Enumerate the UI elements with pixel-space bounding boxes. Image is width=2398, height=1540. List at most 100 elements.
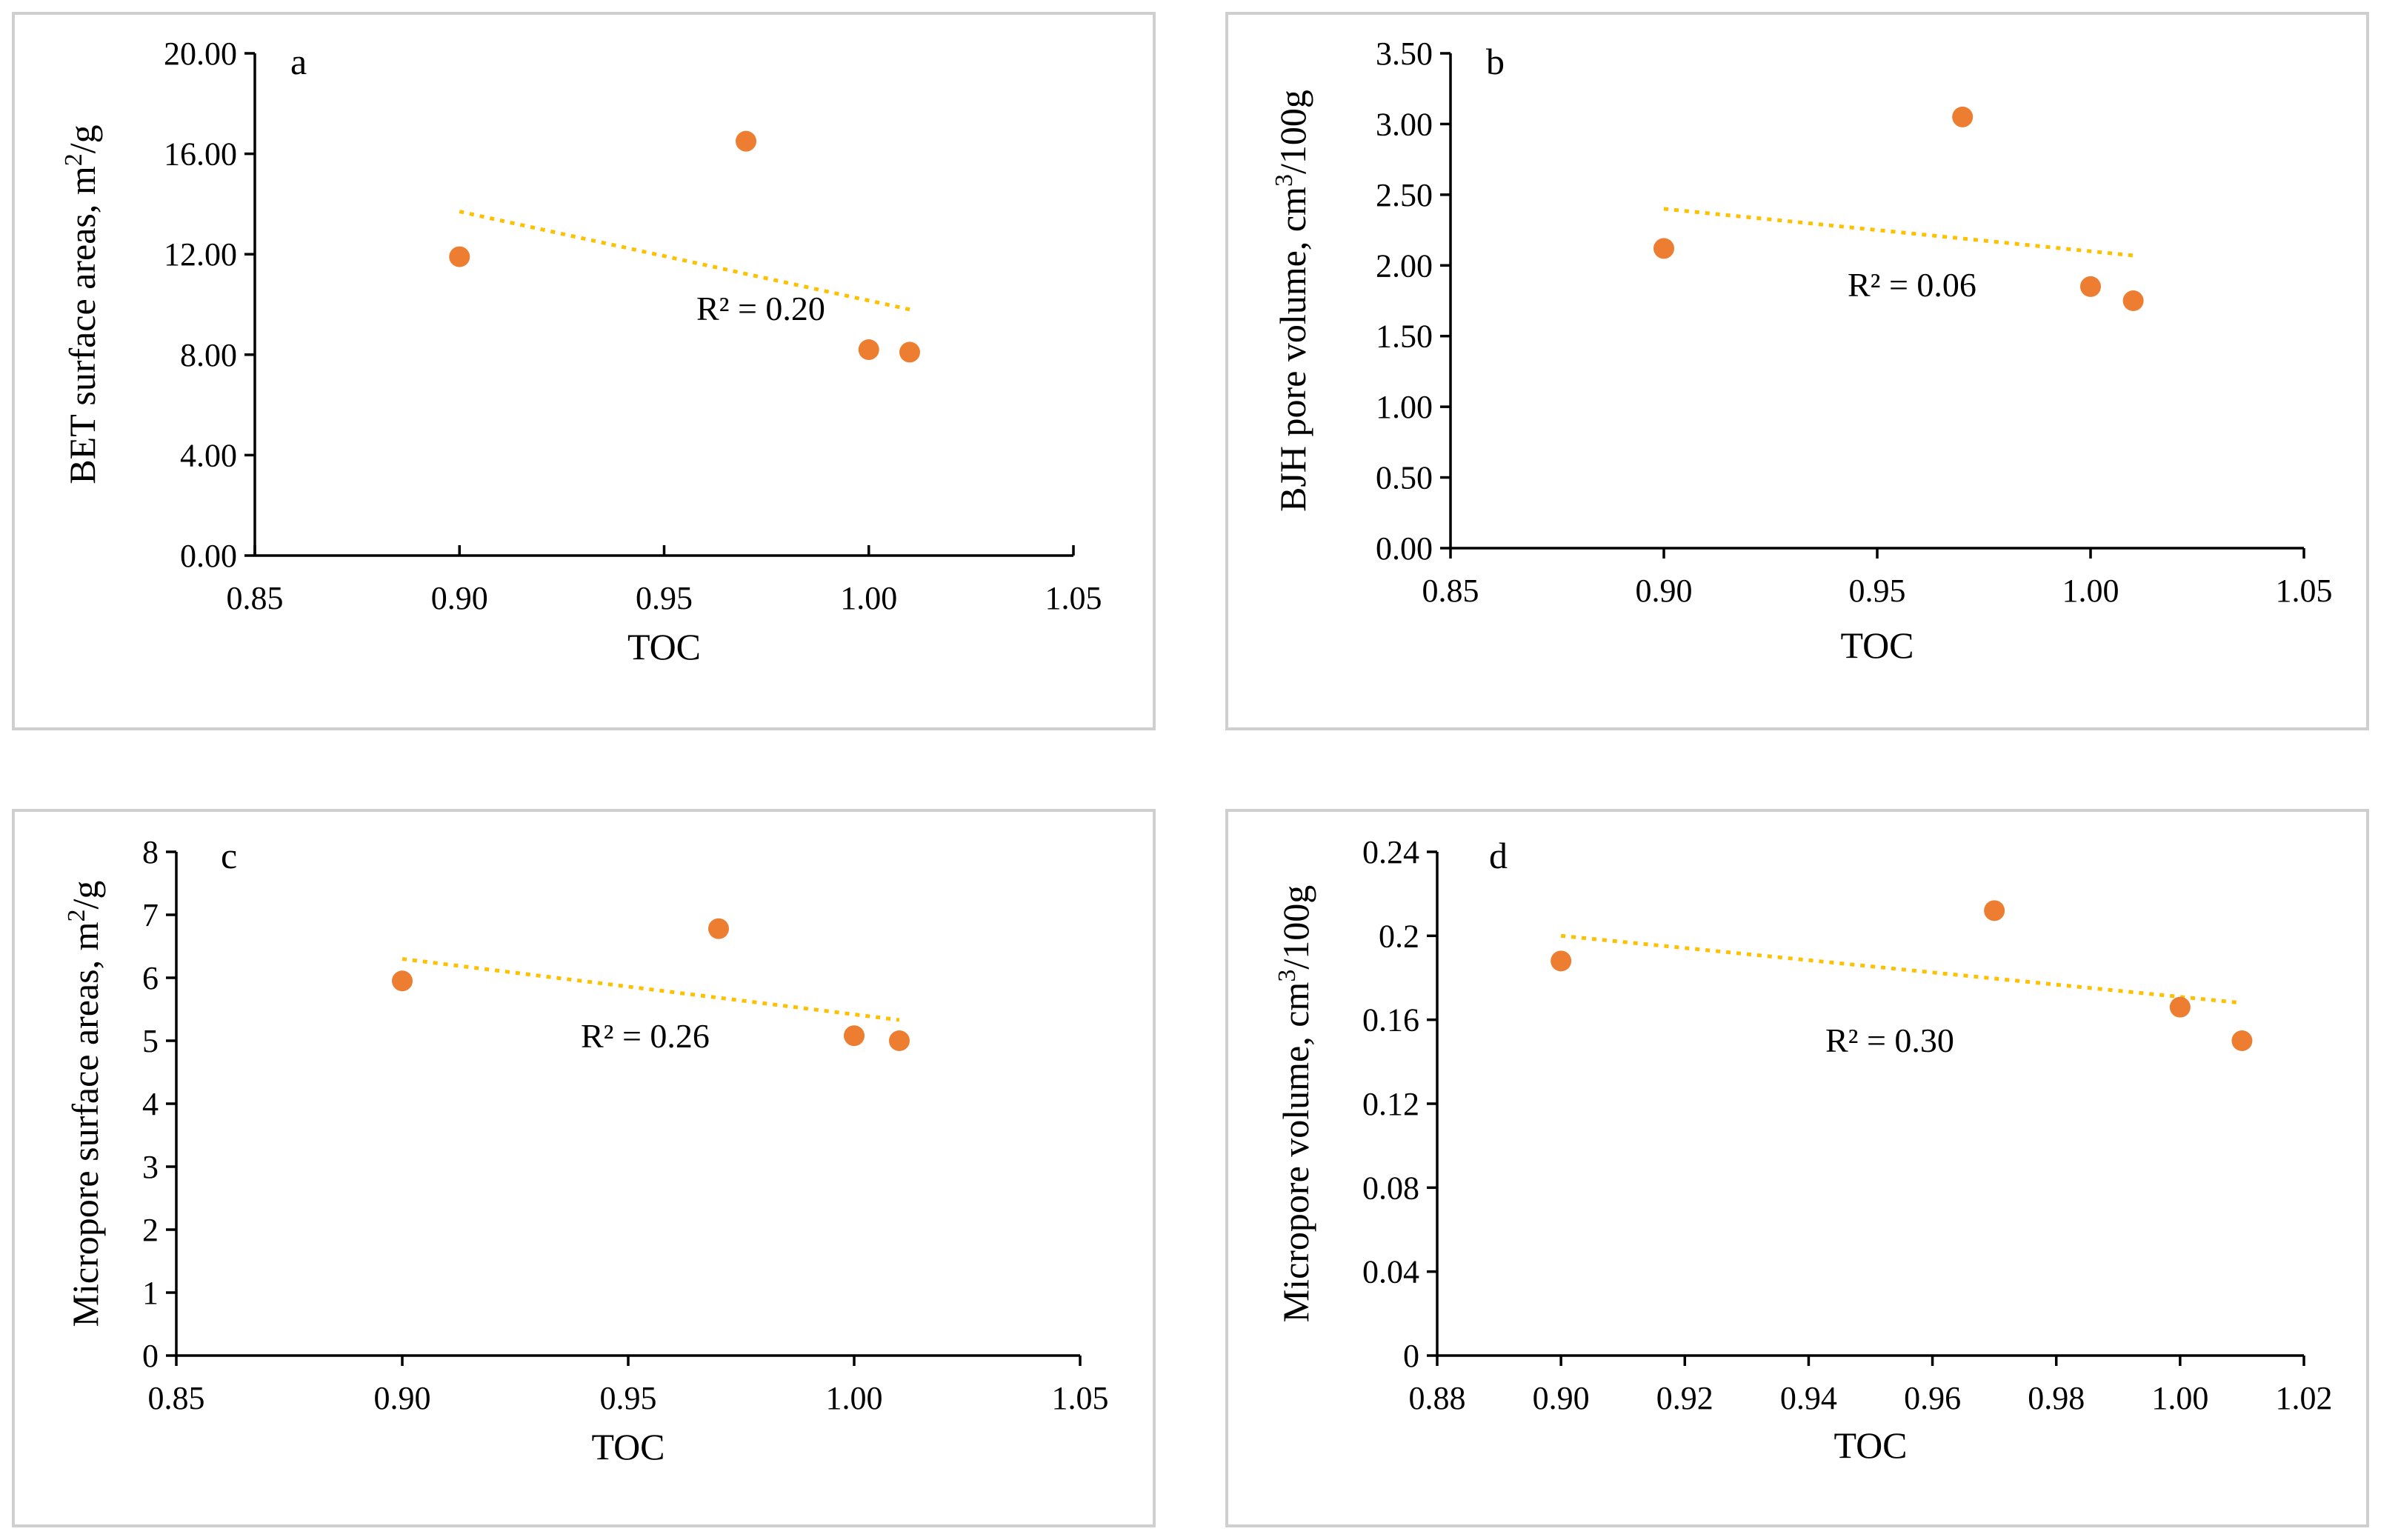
y-axis-title-superscript: 2 — [60, 153, 87, 166]
data-point — [736, 130, 756, 152]
x-tick-label: 0.95 — [600, 1380, 657, 1416]
x-tick-label: 0.85 — [227, 580, 284, 616]
y-tick-label: 3.50 — [1376, 36, 1433, 72]
y-axis-title: BET surface areas, m2/g — [60, 124, 103, 484]
data-point — [392, 970, 413, 992]
y-tick-label: 7 — [142, 897, 159, 933]
chart-frame — [12, 12, 1156, 730]
y-tick-label: 6 — [142, 960, 159, 996]
x-axis-title: TOC — [627, 626, 701, 667]
data-point — [449, 246, 470, 267]
y-tick-label: 2.50 — [1376, 177, 1433, 213]
x-tick-label: 0.92 — [1656, 1380, 1713, 1416]
x-tick-label: 0.96 — [1904, 1380, 1961, 1416]
y-tick-label: 0.2 — [1379, 918, 1419, 954]
y-tick-label: 0.04 — [1362, 1254, 1419, 1290]
x-tick-label: 1.00 — [826, 1380, 883, 1416]
y-axis-title-superscript: 3 — [1273, 970, 1301, 982]
panel-letter: d — [1489, 835, 1508, 876]
chart-panel-d: 0 0.04 0.08 0.12 0.16 0.2 0.24 0.88 0.90 0.92 0.94… — [1225, 809, 2369, 1527]
y-tick-label: 5 — [142, 1023, 159, 1059]
y-tick-label: 1.00 — [1376, 389, 1433, 425]
y-tick-label: 0.50 — [1376, 460, 1433, 496]
x-tick-label: 0.90 — [1533, 1380, 1590, 1416]
x-tick-label: 1.00 — [840, 580, 897, 616]
x-axis-title: TOC — [1834, 1424, 1907, 1466]
chart-frame — [12, 809, 1156, 1527]
chart-panel-a: 0.00 4.00 8.00 12.00 16.00 20.00 0.85 0.90 0.95 1… — [12, 12, 1156, 730]
y-tick-label: 8 — [142, 834, 159, 870]
y-tick-label: 1 — [142, 1275, 159, 1311]
x-tick-label: 0.94 — [1780, 1380, 1837, 1416]
y-tick-label: 20.00 — [164, 36, 237, 72]
data-point — [844, 1025, 865, 1047]
y-tick-label: 3.00 — [1376, 106, 1433, 142]
x-axis-title: TOC — [591, 1426, 665, 1467]
data-point — [1984, 900, 2005, 921]
panel-letter: a — [290, 41, 307, 82]
chart-frame — [1225, 809, 2369, 1527]
y-tick-label: 4.00 — [180, 437, 237, 473]
y-axis-title-superscript: 3 — [1270, 174, 1298, 187]
x-tick-label: 0.95 — [1849, 573, 1906, 609]
data-point — [899, 341, 920, 363]
y-tick-label: 0.12 — [1362, 1086, 1419, 1122]
x-tick-label: 1.00 — [2151, 1380, 2208, 1416]
y-axis-title-text: BET surface areas, m — [61, 166, 103, 484]
y-tick-label: 2 — [142, 1212, 159, 1248]
y-axis-title: BJH pore volume, cm3/100g — [1270, 90, 1313, 512]
y-axis-title: Micropore surface areas, m2/g — [63, 881, 106, 1327]
x-tick-label: 0.85 — [1422, 573, 1479, 609]
r-squared-annotation: R² = 0.26 — [581, 1017, 710, 1055]
x-tick-label: 0.90 — [374, 1380, 431, 1416]
x-tick-label: 1.05 — [2276, 573, 2333, 609]
x-tick-label: 1.05 — [1045, 580, 1102, 616]
data-point — [2122, 290, 2144, 311]
y-tick-label: 2.00 — [1376, 247, 1433, 284]
x-tick-label: 0.90 — [431, 580, 488, 616]
data-point — [2231, 1030, 2253, 1051]
y-axis-title: Micropore volume, cm3/100g — [1273, 885, 1316, 1323]
y-tick-label: 0.08 — [1362, 1170, 1419, 1206]
y-tick-label: 1.50 — [1376, 319, 1433, 355]
chart-panel-c: 0 1 2 3 4 5 6 7 8 0.85 0.90 0.95 1.00 1.05 TOC Micropor… — [12, 809, 1156, 1527]
y-tick-label: 0.16 — [1362, 1002, 1419, 1039]
data-point — [708, 918, 729, 939]
y-axis-title-text: BJH pore volume, cm — [1272, 187, 1313, 512]
trendline — [459, 210, 910, 312]
panel-letter: b — [1486, 41, 1505, 82]
x-tick-label: 0.90 — [1636, 573, 1693, 609]
y-axis-title-unit: /g — [61, 124, 103, 153]
x-tick-label: 0.88 — [1409, 1380, 1466, 1416]
x-tick-label: 1.00 — [2062, 573, 2119, 609]
data-point — [889, 1030, 910, 1051]
y-tick-label: 0.00 — [180, 538, 237, 574]
y-tick-label: 12.00 — [164, 236, 237, 273]
x-tick-label: 0.95 — [636, 580, 693, 616]
r-squared-annotation: R² = 0.20 — [696, 290, 825, 327]
x-tick-label: 1.02 — [2276, 1380, 2333, 1416]
x-tick-label: 0.98 — [2028, 1380, 2085, 1416]
panel-letter: c — [221, 835, 237, 876]
y-tick-label: 16.00 — [164, 136, 237, 173]
data-point — [2169, 996, 2191, 1018]
y-tick-label: 4 — [142, 1086, 159, 1122]
chart-panel-b: 0.00 0.50 1.00 1.50 2.00 2.50 3.00 3.50 0.85 0.90… — [1225, 12, 2369, 730]
data-point — [2080, 276, 2101, 297]
data-point — [858, 339, 879, 361]
data-point — [1952, 106, 1974, 127]
chart-frame — [1225, 12, 2369, 730]
r-squared-annotation: R² = 0.30 — [1825, 1021, 1954, 1059]
y-axis-title-superscript: 2 — [63, 909, 90, 921]
y-axis-title-text: Micropore volume, cm — [1275, 982, 1316, 1323]
trendline — [402, 957, 900, 1022]
y-tick-label: 0.00 — [1376, 530, 1433, 567]
y-axis-title-unit: /100g — [1275, 885, 1316, 970]
y-axis-title-text: Micropore surface areas, m — [64, 921, 106, 1327]
data-point — [1551, 950, 1572, 972]
data-point — [1653, 238, 1674, 259]
y-tick-label: 0.24 — [1362, 834, 1419, 870]
x-tick-label: 1.05 — [1052, 1380, 1109, 1416]
